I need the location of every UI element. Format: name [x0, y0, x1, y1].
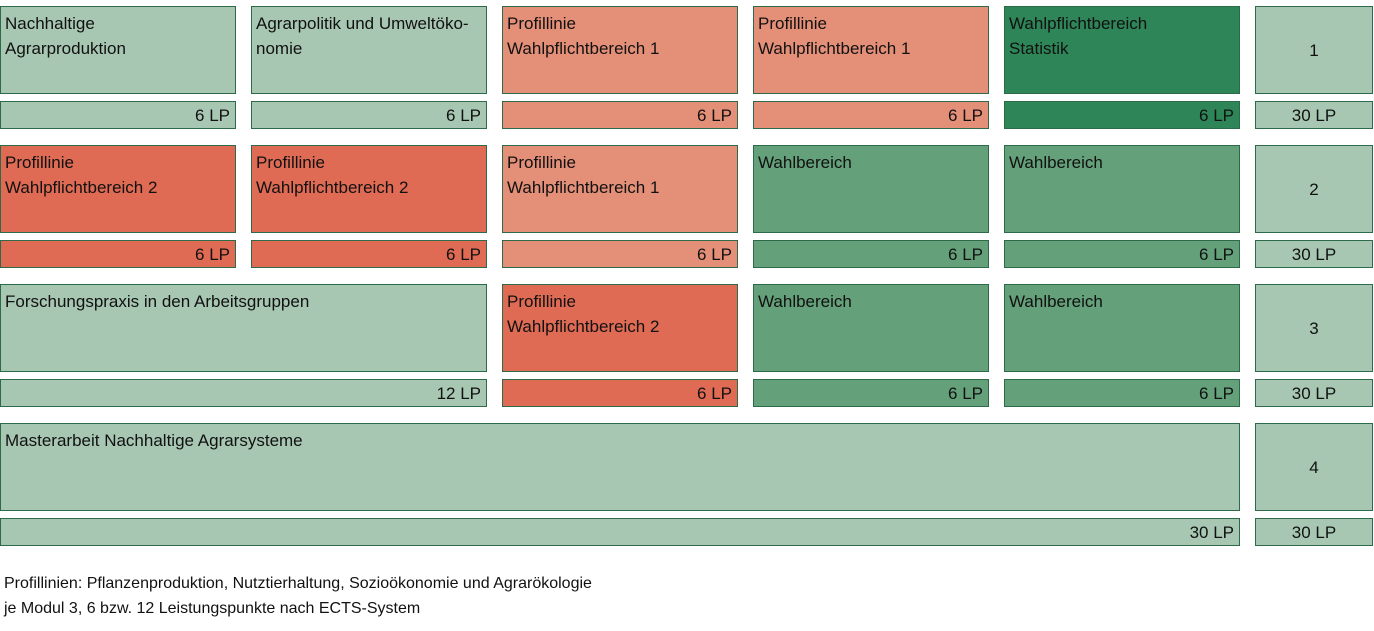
module-title: Profillinie Wahlpflichtbereich 1	[753, 6, 989, 94]
semester-number: 4	[1255, 423, 1373, 511]
module-title: Profillinie Wahlpflichtbereich 2	[502, 284, 738, 372]
module-title: Profillinie Wahlpflichtbereich 2	[0, 145, 236, 233]
study-plan-grid: Nachhaltige Agrarproduktion 6 LP Agrarpo…	[0, 6, 1373, 546]
module-credits: 6 LP	[0, 101, 236, 129]
semester-total-credits: 30 LP	[1255, 101, 1373, 129]
module-credits: 6 LP	[753, 101, 989, 129]
module-credits: 6 LP	[1004, 379, 1240, 407]
module-credits: 6 LP	[502, 379, 738, 407]
module-title: Forschungspraxis in den Arbeitsgruppen	[0, 284, 487, 372]
footnote-credits-system: je Modul 3, 6 bzw. 12 Leistungspunkte na…	[4, 600, 421, 617]
module-title: Profillinie Wahlpflichtbereich 2	[251, 145, 487, 233]
semester-number: 2	[1255, 145, 1373, 233]
module-credits: 6 LP	[251, 240, 487, 268]
module-credits: 6 LP	[1004, 101, 1240, 129]
module-credits: 6 LP	[1004, 240, 1240, 268]
module-title: Profillinie Wahlpflichtbereich 1	[502, 6, 738, 94]
module-credits: 30 LP	[0, 518, 1240, 546]
semester-total-credits: 30 LP	[1255, 379, 1373, 407]
module-title: Masterarbeit Nachhaltige Agrarsysteme	[0, 423, 1240, 511]
footnote-profile-lines: Profillinien: Pflanzenproduktion, Nutzti…	[4, 575, 592, 592]
semester-number: 3	[1255, 284, 1373, 372]
semester-number: 1	[1255, 6, 1373, 94]
module-title: Profillinie Wahlpflichtbereich 1	[502, 145, 738, 233]
module-title: Wahlbereich	[1004, 284, 1240, 372]
module-title: Wahlbereich	[753, 145, 989, 233]
module-title: Wahlbereich	[1004, 145, 1240, 233]
module-title: Wahlpflichtbereich Statistik	[1004, 6, 1240, 94]
module-credits: 6 LP	[753, 240, 989, 268]
footnotes: Profillinien: Pflanzenproduktion, Nutzti…	[4, 571, 592, 621]
module-credits: 6 LP	[502, 240, 738, 268]
module-title: Nachhaltige Agrarproduktion	[0, 6, 236, 94]
module-title: Wahlbereich	[753, 284, 989, 372]
semester-total-credits: 30 LP	[1255, 240, 1373, 268]
semester-total-credits: 30 LP	[1255, 518, 1373, 546]
module-title: Agrarpolitik und Umweltöko- nomie	[251, 6, 487, 94]
module-credits: 6 LP	[251, 101, 487, 129]
module-credits: 12 LP	[0, 379, 487, 407]
module-credits: 6 LP	[502, 101, 738, 129]
module-credits: 6 LP	[0, 240, 236, 268]
module-credits: 6 LP	[753, 379, 989, 407]
